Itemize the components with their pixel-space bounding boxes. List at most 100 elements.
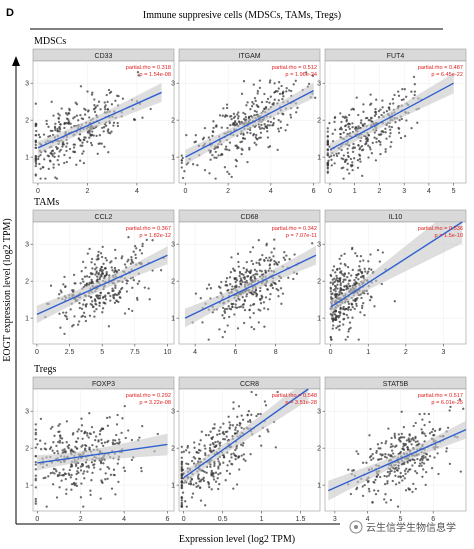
data-point xyxy=(367,270,370,273)
data-point xyxy=(266,130,269,133)
data-point xyxy=(393,432,396,435)
data-point xyxy=(51,449,54,452)
data-point xyxy=(94,106,97,109)
data-point xyxy=(266,428,269,431)
data-point xyxy=(329,336,332,339)
data-point xyxy=(105,272,108,276)
data-point xyxy=(238,421,241,425)
data-point xyxy=(195,482,198,485)
data-point xyxy=(233,124,236,127)
data-point xyxy=(393,300,396,303)
data-point xyxy=(216,433,219,436)
data-point xyxy=(88,446,91,449)
data-point xyxy=(405,119,408,122)
data-point xyxy=(229,123,232,127)
data-point xyxy=(211,130,214,133)
data-point xyxy=(82,472,85,475)
data-point xyxy=(103,267,107,270)
data-point xyxy=(242,321,246,325)
data-point xyxy=(68,147,72,151)
data-point xyxy=(280,302,283,305)
data-point xyxy=(214,150,217,154)
data-point xyxy=(242,111,245,115)
data-point xyxy=(58,471,61,475)
data-point xyxy=(34,164,37,168)
data-point xyxy=(79,85,83,88)
data-point xyxy=(289,116,293,119)
data-point xyxy=(423,423,426,427)
data-point xyxy=(382,111,386,114)
data-point xyxy=(47,475,50,478)
data-point xyxy=(113,473,116,477)
data-point xyxy=(224,145,228,148)
data-point xyxy=(91,91,94,94)
x-axis-title: Expression level (log2 TPM) xyxy=(179,534,295,545)
data-point xyxy=(49,152,52,155)
data-point xyxy=(245,260,248,264)
data-point xyxy=(39,153,42,157)
data-point xyxy=(356,159,360,162)
data-point xyxy=(282,256,285,259)
data-point xyxy=(102,130,105,133)
data-point xyxy=(259,258,262,261)
data-point xyxy=(398,119,401,122)
data-point xyxy=(248,148,251,151)
data-point xyxy=(58,422,61,426)
data-point xyxy=(353,279,356,282)
data-point xyxy=(93,104,96,107)
data-point xyxy=(389,498,393,502)
data-point xyxy=(75,114,79,117)
data-point xyxy=(59,123,62,126)
data-point xyxy=(260,444,263,447)
data-point xyxy=(217,473,220,476)
y-tick-label: 3 xyxy=(317,409,321,416)
data-point xyxy=(241,418,245,421)
stat-rho-ccr8: partial.rho = 0.548 xyxy=(272,393,317,399)
data-point xyxy=(64,112,68,115)
data-point xyxy=(229,423,232,427)
data-point xyxy=(380,282,383,286)
stat-p-foxp3: p = 3.22e-08 xyxy=(139,400,171,406)
data-point xyxy=(346,335,349,339)
data-point xyxy=(379,453,382,456)
data-point xyxy=(113,301,117,304)
data-point xyxy=(37,133,41,136)
data-point xyxy=(408,433,411,436)
data-point xyxy=(265,100,268,104)
data-point xyxy=(373,481,376,484)
data-point xyxy=(76,323,80,326)
data-point xyxy=(230,256,233,259)
data-point xyxy=(255,293,259,296)
data-point xyxy=(90,257,94,261)
data-point xyxy=(263,108,266,111)
data-point xyxy=(225,307,229,311)
data-point xyxy=(338,324,341,327)
data-point xyxy=(228,276,232,279)
data-point xyxy=(259,131,263,134)
data-point xyxy=(105,270,108,274)
data-point xyxy=(347,308,350,311)
data-point xyxy=(190,496,194,499)
data-point xyxy=(381,106,384,109)
data-point xyxy=(373,136,376,139)
data-point xyxy=(338,127,342,131)
data-point xyxy=(65,160,68,164)
data-point xyxy=(255,414,258,418)
data-point xyxy=(243,308,247,312)
data-point xyxy=(229,308,233,311)
data-point xyxy=(224,479,227,482)
x-tick-label: 4 xyxy=(366,516,370,523)
data-point xyxy=(217,467,220,470)
data-point xyxy=(252,311,255,315)
data-point xyxy=(256,90,260,93)
confidence-band-ccr8 xyxy=(183,389,309,485)
data-point xyxy=(269,259,272,262)
data-point xyxy=(413,90,417,93)
data-point xyxy=(65,492,68,496)
data-point xyxy=(117,291,120,295)
data-point xyxy=(41,166,44,169)
data-point xyxy=(95,445,98,448)
data-point xyxy=(276,390,279,394)
data-point xyxy=(239,305,243,308)
data-point xyxy=(88,247,91,251)
